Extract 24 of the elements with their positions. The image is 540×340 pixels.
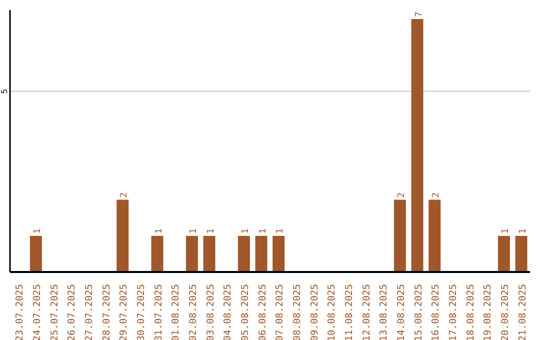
x-tick-label: 10.08.2025 xyxy=(326,284,338,340)
data-label: 1 xyxy=(258,228,268,234)
x-tick-label: 15.08.2025 xyxy=(413,284,424,340)
data-label: 7 xyxy=(414,12,424,18)
x-tick-label: 14.08.2025 xyxy=(396,284,407,340)
x-tick-label: 17.08.2025 xyxy=(448,284,459,340)
x-tick-label: 11.08.2025 xyxy=(344,284,355,340)
data-label: 1 xyxy=(240,228,251,234)
x-tick-label: 13.08.2025 xyxy=(378,284,390,340)
data-label: 1 xyxy=(518,228,528,234)
x-tick-label: 12.08.2025 xyxy=(361,284,372,340)
data-label: 1 xyxy=(32,228,43,234)
x-tick-label: 19.08.2025 xyxy=(482,284,494,340)
x-tick-label: 18.08.2025 xyxy=(465,284,476,340)
data-label: 1 xyxy=(276,228,286,234)
data-label: 1 xyxy=(500,228,511,234)
x-tick-label: 16.08.2025 xyxy=(430,284,442,340)
data-label: 1 xyxy=(206,228,216,234)
y-tick-label: 5 xyxy=(0,88,9,94)
data-label: 2 xyxy=(120,192,130,198)
data-label: 1 xyxy=(154,228,164,234)
data-label: 2 xyxy=(396,192,407,198)
data-label: 2 xyxy=(432,192,442,198)
data-label: 1 xyxy=(188,228,199,234)
